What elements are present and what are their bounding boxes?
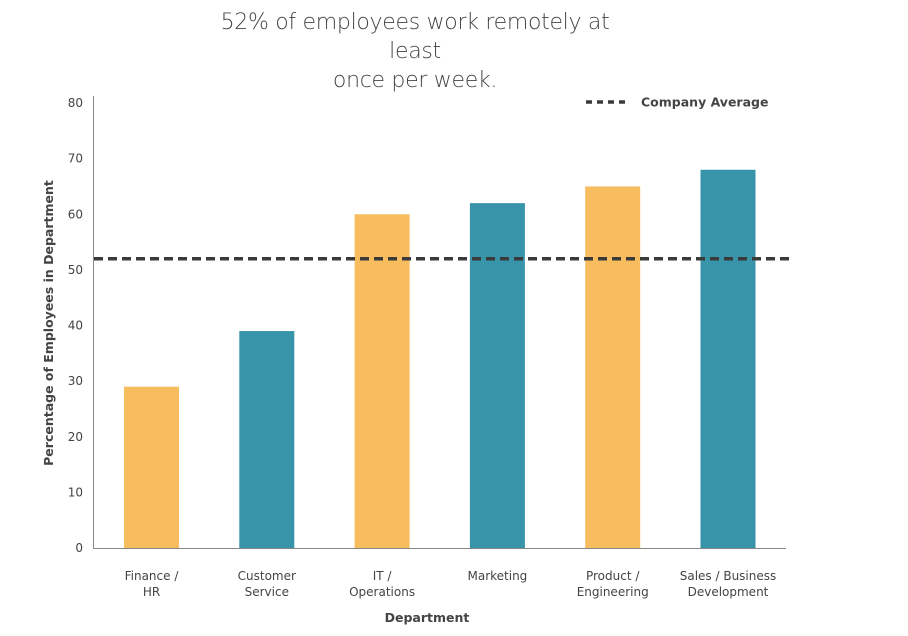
x-tick-label: Sales / Business Development — [680, 569, 777, 599]
x-tick-label-line: Development — [688, 585, 769, 599]
y-tick-label: 70 — [68, 152, 83, 166]
y-tick-label: 0 — [75, 541, 83, 555]
x-axis-category-labels: Finance / HR Customer Service IT / Operations… — [125, 569, 777, 599]
bar — [239, 331, 295, 548]
y-tick-label: 20 — [68, 430, 83, 444]
x-tick-label-line: Product / — [586, 569, 640, 583]
bars — [124, 169, 756, 548]
x-tick-label-line: HR — [143, 585, 160, 599]
y-tick-label: 30 — [68, 374, 83, 388]
y-tick-label: 40 — [68, 319, 83, 333]
bar — [700, 169, 756, 548]
y-tick-label: 80 — [68, 96, 83, 110]
x-tick-label-line: Sales / Business — [680, 569, 777, 583]
x-tick-label-line: Customer — [238, 569, 296, 583]
bar — [354, 214, 410, 548]
x-tick-label: Finance / HR — [125, 569, 180, 599]
x-axis-label: Department — [385, 610, 470, 625]
x-tick-label-line: Finance / — [125, 569, 180, 583]
legend-label-company-average: Company Average — [641, 95, 768, 110]
y-tick-label: 60 — [68, 207, 83, 221]
x-tick-label: IT / Operations — [349, 569, 415, 599]
chart-title-line-2: once per week. — [332, 68, 498, 93]
y-axis-label: Percentage of Employees in Department — [41, 180, 56, 466]
x-tick-label-line: Operations — [349, 585, 415, 599]
x-tick-label-line: Engineering — [577, 585, 649, 599]
x-tick-label-line: Service — [245, 585, 289, 599]
legend: Company Average — [586, 95, 768, 110]
chart-title-line-1: 52% of employees work remotely at least — [220, 10, 610, 64]
x-tick-label: Marketing — [467, 569, 527, 583]
bar — [124, 386, 179, 548]
y-tick-label: 10 — [68, 485, 83, 499]
y-axis-ticks: 0 10 20 30 40 50 60 70 80 — [68, 96, 83, 555]
x-tick-label-line: Marketing — [467, 569, 527, 583]
bar — [585, 186, 641, 548]
x-tick-label: Product / Engineering — [577, 569, 649, 599]
chart-title: 52% of employees work remotely at least … — [200, 8, 630, 95]
y-tick-label: 50 — [68, 263, 83, 277]
x-tick-label-line: IT / — [373, 569, 393, 583]
x-tick-label: Customer Service — [238, 569, 296, 599]
bar — [469, 203, 525, 548]
